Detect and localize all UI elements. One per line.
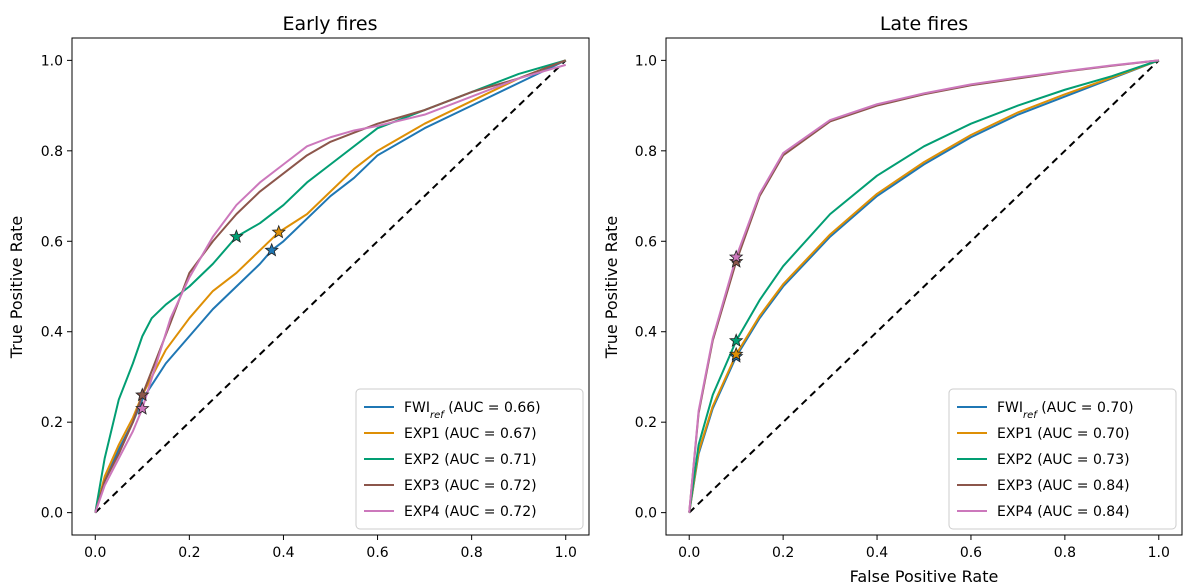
legend-auc-text: (AUC = 0.72)	[440, 504, 537, 520]
chance-diagonal	[688, 59, 1160, 514]
x-tick-label: 0.2	[178, 545, 200, 561]
series-line-exp1	[688, 59, 1160, 513]
threshold-marker-fwi	[264, 242, 279, 257]
y-tick-label: 0.6	[41, 234, 63, 250]
legend: FWIref (AUC = 0.70)EXP1 (AUC = 0.70)EXP2…	[948, 388, 1177, 530]
axes-frame	[665, 37, 1183, 536]
legend-series-name: EXP2	[404, 452, 440, 468]
late-fires-panel: Late fires True Positive Rate False Posi…	[602, 13, 1183, 586]
legend-box	[355, 388, 584, 530]
y-axis-label: True Positive Rate	[602, 216, 621, 360]
x-tick-label: 0.6	[366, 545, 388, 561]
chart-title: Early fires	[283, 13, 378, 35]
x-tick-label: 1.0	[555, 545, 577, 561]
y-tick-label: 0.6	[635, 234, 657, 250]
threshold-marker-exp1	[271, 224, 286, 239]
x-tick-label: 0.4	[272, 545, 294, 561]
y-tick-label: 0.4	[635, 325, 657, 341]
y-axis-label: True Positive Rate	[7, 216, 26, 360]
legend-entry: EXP3 (AUC = 0.72)	[404, 478, 537, 494]
series-line-exp4	[94, 63, 567, 513]
y-tick-label: 0.8	[41, 144, 63, 160]
y-tick-label: 0.8	[635, 144, 657, 160]
legend-entry: EXP2 (AUC = 0.73)	[997, 452, 1130, 468]
x-tick-label: 0.0	[678, 545, 700, 561]
series-line-exp3	[94, 59, 567, 513]
series-line-exp4	[688, 59, 1159, 513]
legend-entry: EXP4 (AUC = 0.72)	[404, 504, 537, 520]
legend-auc-text: (AUC = 0.70)	[1037, 400, 1134, 416]
series-line-exp1	[94, 59, 567, 513]
y-tick-label: 0.2	[635, 415, 657, 431]
legend-auc-text: (AUC = 0.71)	[440, 452, 537, 468]
early-fires-panel: Early fires True Positive Rate 0.0 0.2 0.4…	[7, 13, 590, 561]
legend-series-name: EXP1	[404, 426, 440, 442]
legend-box	[948, 388, 1177, 530]
legend-auc-text: (AUC = 0.84)	[1033, 504, 1130, 520]
legend-entry: FWIref (AUC = 0.70)	[997, 400, 1134, 421]
threshold-marker-exp4	[728, 249, 744, 264]
legend-series-name: EXP4	[997, 504, 1033, 520]
legend-auc-text: (AUC = 0.72)	[440, 478, 537, 494]
legend-series-subscript: ref	[1023, 410, 1038, 421]
x-tick-label: 0.8	[461, 545, 483, 561]
y-tick-label: 0.4	[41, 325, 63, 341]
legend-entry: EXP1 (AUC = 0.67)	[404, 426, 537, 442]
legend-auc-text: (AUC = 0.84)	[1033, 478, 1130, 494]
chance-diagonal	[94, 59, 567, 514]
threshold-marker-exp2	[728, 333, 744, 347]
legend-series-name: EXP4	[404, 504, 440, 520]
y-tick-label: 1.0	[41, 53, 63, 69]
x-axis-label: False Positive Rate	[850, 567, 999, 586]
x-tick-label: 0.2	[772, 545, 794, 561]
y-tick-label: 1.0	[635, 53, 657, 69]
axes-frame	[71, 37, 590, 536]
legend-series-name: FWI	[404, 400, 430, 416]
y-tick-label: 0.0	[635, 506, 657, 522]
x-tick-label: 0.6	[960, 545, 982, 561]
series-line-exp2	[688, 59, 1160, 513]
legend-entry: EXP1 (AUC = 0.70)	[997, 426, 1130, 442]
legend-series-name: EXP3	[404, 478, 440, 494]
legend-auc-text: (AUC = 0.67)	[440, 426, 537, 442]
legend-auc-text: (AUC = 0.73)	[1033, 452, 1130, 468]
threshold-marker-exp3	[728, 254, 744, 268]
legend-series-name: FWI	[997, 400, 1023, 416]
threshold-marker-exp1	[728, 346, 744, 361]
legend-auc-text: (AUC = 0.66)	[444, 400, 541, 416]
legend-series-name: EXP2	[997, 452, 1033, 468]
legend-auc-text: (AUC = 0.70)	[1033, 426, 1130, 442]
plot-area: 0.0 0.2 0.4 0.6 0.8 1.0 0.0 0.2 0.4 0.6 0.8 1.0	[635, 37, 1183, 561]
threshold-marker-exp3	[135, 387, 150, 402]
legend-entry: EXP2 (AUC = 0.71)	[404, 452, 537, 468]
legend-entry: EXP3 (AUC = 0.84)	[997, 478, 1130, 494]
x-tick-label: 0.4	[866, 545, 888, 561]
legend-series-subscript: ref	[430, 410, 445, 421]
x-tick-label: 1.0	[1148, 545, 1170, 561]
legend-entry: FWIref (AUC = 0.66)	[404, 400, 541, 421]
x-tick-label: 0.8	[1054, 545, 1076, 561]
legend-series-name: EXP3	[997, 478, 1033, 494]
x-tick-label: 0.0	[84, 545, 106, 561]
threshold-marker-exp2	[229, 229, 244, 243]
legend-entry: EXP4 (AUC = 0.84)	[997, 504, 1130, 520]
threshold-marker-exp4	[135, 401, 150, 415]
plot-area: 0.0 0.2 0.4 0.6 0.8 1.0 0.0 0.2 0.4 0.6 0.8 1.0	[41, 37, 590, 561]
y-tick-label: 0.2	[41, 415, 63, 431]
legend: FWIref (AUC = 0.66)EXP1 (AUC = 0.67)EXP2…	[355, 388, 584, 530]
chart-title: Late fires	[880, 13, 968, 35]
legend-series-name: EXP1	[997, 426, 1033, 442]
y-tick-label: 0.0	[41, 506, 63, 522]
